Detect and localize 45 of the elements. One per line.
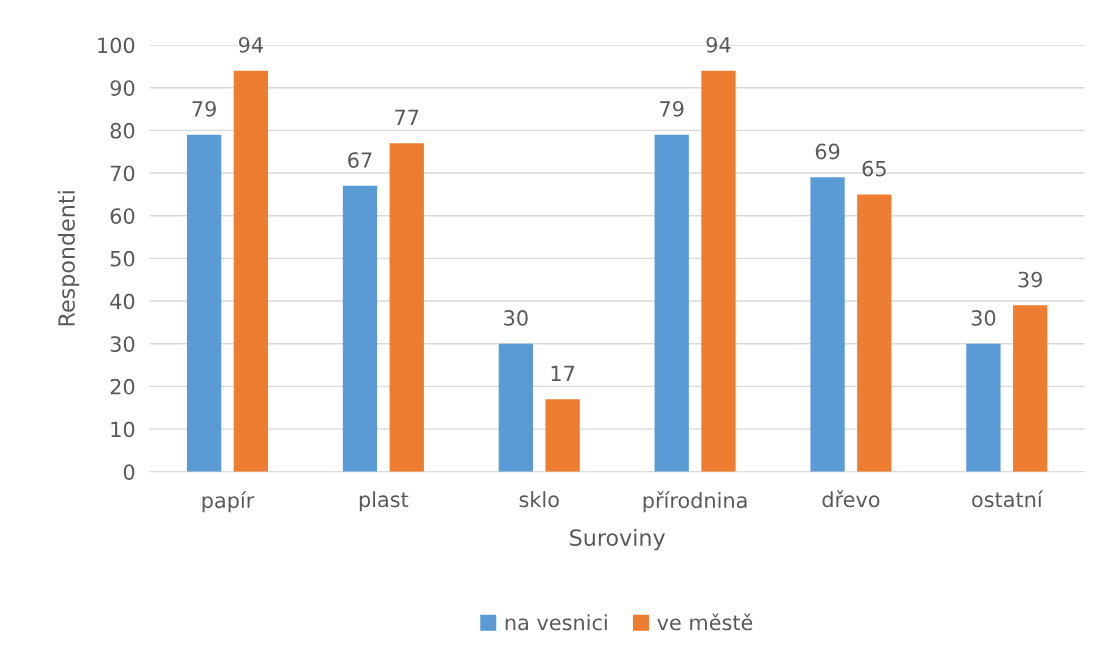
legend-label: ve městě bbox=[657, 613, 753, 631]
x-tick-label: sklo bbox=[519, 491, 559, 508]
bar bbox=[966, 343, 1001, 472]
x-tick-label: přírodnina bbox=[643, 491, 747, 513]
y-tick-label: 70 bbox=[110, 165, 135, 182]
bar bbox=[342, 185, 378, 472]
data-label: 39 bbox=[1018, 271, 1042, 288]
y-tick-label: 10 bbox=[111, 421, 135, 438]
x-tick-label: plast bbox=[359, 491, 409, 512]
bar bbox=[389, 143, 424, 472]
data-label: 30 bbox=[504, 310, 528, 326]
data-label: 67 bbox=[348, 152, 372, 168]
legend-label: na vesnici bbox=[505, 614, 607, 631]
y-axis-title: Respondenti bbox=[57, 191, 80, 326]
bar bbox=[701, 70, 736, 472]
data-label: 17 bbox=[551, 365, 575, 381]
bar bbox=[186, 134, 222, 472]
data-label: 65 bbox=[862, 160, 886, 177]
y-tick-label: 30 bbox=[110, 336, 135, 352]
y-tick-label: 0 bbox=[123, 464, 135, 480]
y-tick-label: 80 bbox=[110, 122, 135, 139]
bar bbox=[545, 399, 580, 472]
bar bbox=[654, 134, 689, 472]
y-tick-label: 90 bbox=[110, 80, 135, 96]
y-tick-label: 50 bbox=[110, 250, 135, 267]
y-tick-label: 60 bbox=[110, 208, 135, 224]
data-label: 69 bbox=[815, 143, 840, 160]
data-label: 94 bbox=[706, 36, 731, 53]
x-tick-label: ostatní bbox=[972, 490, 1044, 508]
x-tick-label: dřevo bbox=[822, 490, 880, 508]
y-tick-label: 100 bbox=[98, 37, 135, 54]
y-tick-label: 40 bbox=[110, 293, 135, 310]
x-tick-label: papír bbox=[202, 491, 255, 513]
data-label: 79 bbox=[192, 100, 216, 117]
bar bbox=[810, 177, 845, 472]
bar bbox=[857, 194, 892, 472]
y-tick-label: 20 bbox=[110, 378, 135, 395]
data-label: 30 bbox=[971, 310, 996, 326]
data-label: 77 bbox=[395, 109, 419, 125]
bar bbox=[498, 343, 533, 472]
data-label: 94 bbox=[238, 36, 263, 53]
data-label: 79 bbox=[660, 100, 684, 117]
bar bbox=[1013, 305, 1048, 472]
bar bbox=[233, 70, 269, 472]
x-axis-title: Suroviny bbox=[570, 528, 665, 551]
